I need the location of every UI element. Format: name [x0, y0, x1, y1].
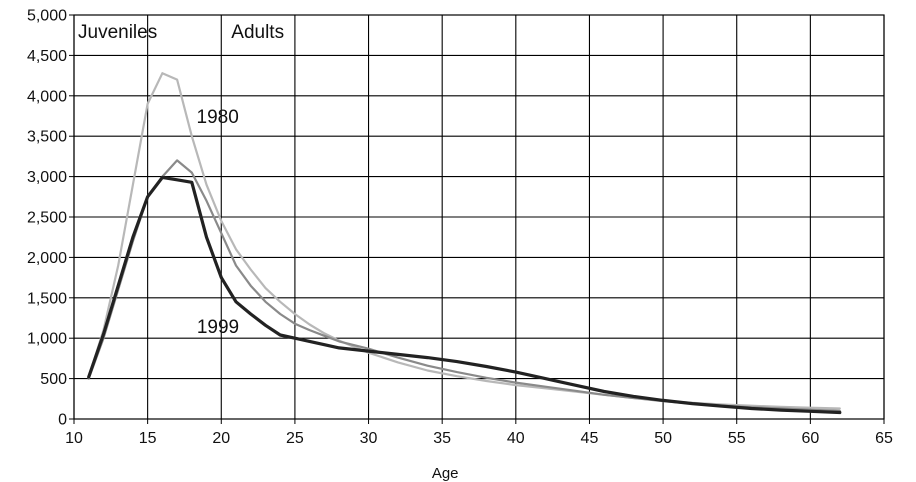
y-axis-ticks: 0 500 1,000 1,500 2,000 2,500 3,000 3,500 4,000 4…	[27, 8, 74, 429]
y-tick-label: 3,000	[27, 169, 67, 186]
label-1999: 1999	[197, 317, 239, 338]
series-line-2	[87, 159, 841, 412]
label-1980: 1980	[197, 107, 239, 128]
y-tick-label: 4,000	[27, 88, 67, 105]
x-tick-label: 30	[360, 430, 378, 447]
series-lines	[87, 72, 842, 415]
x-tick-label: 65	[875, 430, 893, 447]
x-tick-label: 40	[507, 430, 525, 447]
x-tick-label: 45	[581, 430, 599, 447]
series-line-3	[87, 175, 842, 415]
x-tick-label: 35	[433, 430, 451, 447]
y-tick-label: 500	[40, 371, 67, 388]
gridlines	[73, 14, 885, 420]
x-tick-label: 10	[65, 430, 83, 447]
y-tick-label: 5,000	[27, 8, 67, 25]
x-tick-label: 20	[212, 430, 230, 447]
y-tick-label: 0	[58, 412, 67, 429]
y-tick-label: 4,500	[27, 48, 67, 65]
x-tick-label: 25	[286, 430, 304, 447]
x-axis-label: Age	[432, 465, 459, 482]
x-axis-ticks: 10 15 20 25 30 35 40 45 50 55 60 65	[65, 419, 893, 447]
adults-annotation: Adults	[231, 22, 284, 43]
juveniles-annotation: Juveniles	[78, 22, 157, 43]
y-tick-label: 2,000	[27, 250, 67, 267]
x-tick-label: 15	[139, 430, 157, 447]
x-tick-label: 50	[654, 430, 672, 447]
x-tick-label: 60	[801, 430, 819, 447]
y-tick-label: 2,500	[27, 210, 67, 227]
x-tick-label: 55	[728, 430, 746, 447]
y-tick-label: 3,500	[27, 129, 67, 146]
y-tick-label: 1,000	[27, 331, 67, 348]
y-tick-label: 1,500	[27, 290, 67, 307]
